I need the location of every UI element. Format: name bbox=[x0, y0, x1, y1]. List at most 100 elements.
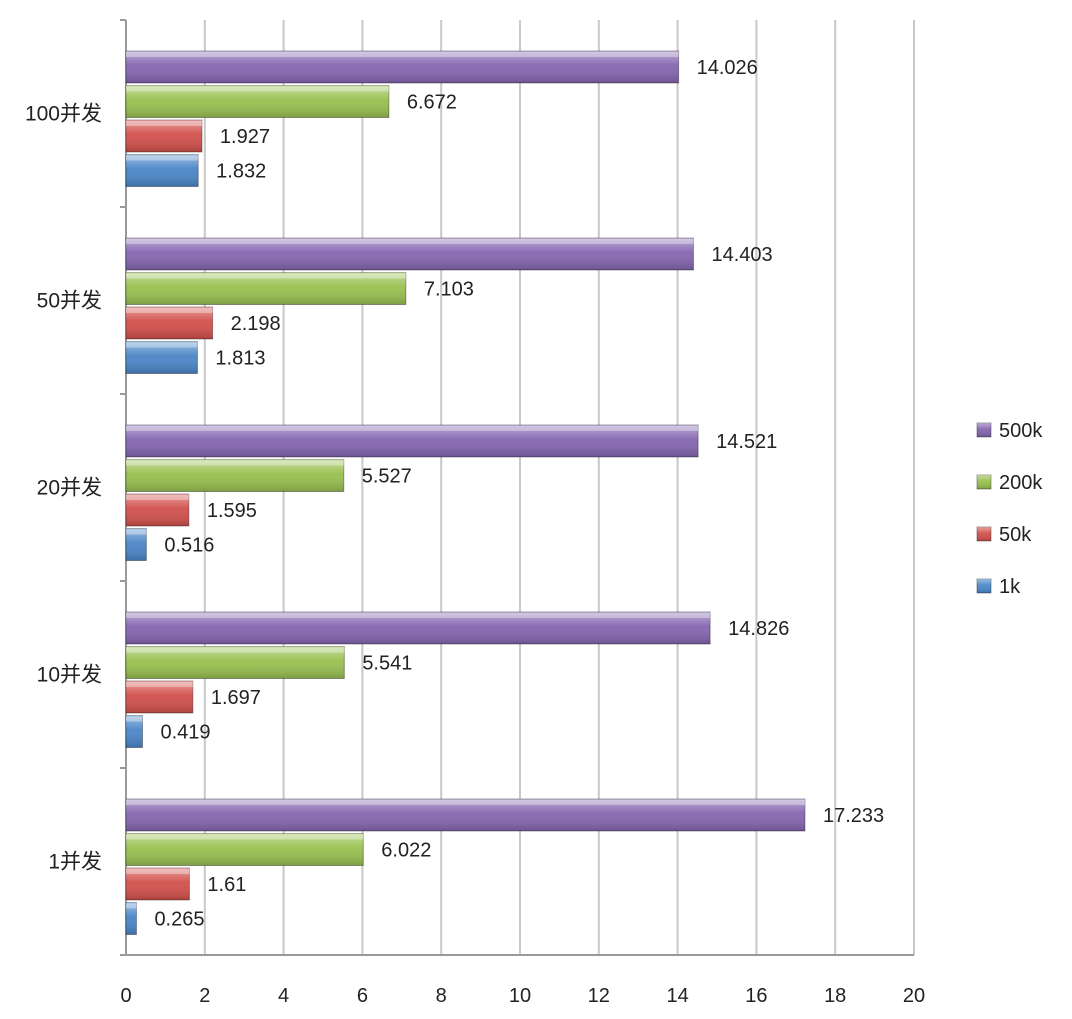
category-label: 20并发 bbox=[37, 477, 102, 500]
legend-item-200k: 200k bbox=[976, 472, 1043, 494]
x-tick-label: 8 bbox=[436, 985, 447, 1007]
x-tick-label: 10 bbox=[509, 985, 531, 1007]
bar-shade bbox=[126, 51, 679, 83]
bar-shade bbox=[126, 494, 189, 526]
data-label: 14.521 bbox=[716, 431, 777, 453]
bar-highlight bbox=[126, 613, 711, 618]
x-tick-label: 14 bbox=[666, 985, 688, 1007]
data-label: 0.516 bbox=[164, 535, 214, 557]
bar-highlight bbox=[126, 460, 344, 466]
bar-500k-0 bbox=[125, 798, 806, 832]
bar-50k-4 bbox=[125, 119, 203, 153]
bar-200k-3 bbox=[125, 272, 407, 305]
bar-shade bbox=[126, 799, 805, 831]
bar-highlight bbox=[126, 121, 202, 126]
bar-highlight bbox=[126, 426, 699, 431]
category-label: 100并发 bbox=[25, 103, 102, 126]
bar-1k-0 bbox=[125, 902, 137, 935]
data-label: 14.826 bbox=[728, 618, 789, 640]
bar-50k-2 bbox=[125, 493, 190, 527]
legend-label: 50k bbox=[999, 524, 1032, 546]
bar-highlight bbox=[126, 834, 364, 840]
bar-shade bbox=[126, 715, 143, 748]
legend-swatch-shade bbox=[977, 423, 991, 437]
x-tick-label: 12 bbox=[588, 985, 610, 1007]
bar-highlight bbox=[126, 342, 198, 348]
gridlines bbox=[203, 20, 915, 955]
bar-shade bbox=[126, 425, 699, 457]
legend-swatch-shade bbox=[977, 579, 991, 593]
bar-shade bbox=[126, 272, 406, 305]
bar-highlight bbox=[126, 239, 694, 244]
data-label: 1.813 bbox=[215, 348, 265, 370]
x-tick-label: 4 bbox=[278, 985, 289, 1007]
bar-500k-1 bbox=[125, 611, 711, 645]
bar-highlight bbox=[126, 308, 213, 313]
bar-shade bbox=[126, 612, 711, 644]
bar-highlight bbox=[126, 903, 137, 909]
bar-50k-1 bbox=[125, 680, 194, 714]
bar-highlight bbox=[126, 495, 189, 500]
bar-highlight bbox=[126, 869, 190, 874]
data-label: 14.403 bbox=[711, 244, 772, 266]
x-tick-label: 18 bbox=[824, 985, 846, 1007]
data-label: 17.233 bbox=[823, 805, 884, 827]
data-label: 2.198 bbox=[231, 313, 281, 335]
bar-highlight bbox=[126, 800, 805, 805]
legend: 500k 200k 50k 1k bbox=[976, 420, 1043, 598]
bar-highlight bbox=[126, 273, 406, 279]
bar-1k-4 bbox=[125, 154, 199, 187]
x-tick-label: 20 bbox=[903, 985, 925, 1007]
data-label: 0.265 bbox=[154, 909, 204, 931]
bar-shade bbox=[126, 459, 344, 492]
bar-200k-1 bbox=[125, 646, 345, 679]
data-label: 1.927 bbox=[220, 126, 270, 148]
bar-highlight bbox=[126, 529, 147, 535]
category-label: 10并发 bbox=[37, 664, 102, 687]
data-label: 1.697 bbox=[211, 687, 261, 709]
category-label: 1并发 bbox=[48, 851, 102, 874]
data-label: 0.419 bbox=[161, 722, 211, 744]
bar-1k-3 bbox=[125, 341, 198, 374]
x-tick-label: 0 bbox=[120, 985, 131, 1007]
bar-500k-3 bbox=[125, 237, 694, 271]
bar-shade bbox=[126, 341, 198, 374]
bar-highlight bbox=[126, 716, 143, 722]
x-tick-label: 2 bbox=[199, 985, 210, 1007]
data-label: 1.595 bbox=[207, 500, 257, 522]
bar-50k-3 bbox=[125, 306, 214, 340]
bars bbox=[125, 50, 806, 935]
legend-label: 500k bbox=[999, 420, 1043, 442]
data-label: 6.672 bbox=[407, 92, 457, 114]
bar-shade bbox=[126, 120, 202, 152]
bar-shade bbox=[126, 902, 137, 935]
bar-200k-2 bbox=[125, 459, 345, 492]
bar-500k-2 bbox=[125, 424, 699, 458]
bar-shade bbox=[126, 307, 213, 339]
bar-shade bbox=[126, 85, 389, 118]
legend-item-500k: 500k bbox=[976, 420, 1043, 442]
bar-shade bbox=[126, 681, 193, 713]
bar-highlight bbox=[126, 682, 193, 687]
x-tick-label: 16 bbox=[745, 985, 767, 1007]
bar-highlight bbox=[126, 86, 389, 92]
x-tick-label: 6 bbox=[357, 985, 368, 1007]
bar-1k-1 bbox=[125, 715, 144, 748]
legend-item-1k: 1k bbox=[976, 576, 1021, 598]
bar-shade bbox=[126, 646, 345, 679]
bar-500k-4 bbox=[125, 50, 680, 84]
legend-label: 200k bbox=[999, 472, 1043, 494]
bar-50k-0 bbox=[125, 867, 190, 901]
data-label: 1.832 bbox=[216, 161, 266, 183]
bar-shade bbox=[126, 868, 190, 900]
data-label: 14.026 bbox=[697, 57, 758, 79]
legend-item-50k: 50k bbox=[976, 524, 1032, 546]
data-label: 6.022 bbox=[381, 840, 431, 862]
data-label: 5.541 bbox=[362, 653, 412, 675]
bar-1k-2 bbox=[125, 528, 147, 561]
data-label: 7.103 bbox=[424, 279, 474, 301]
bar-shade bbox=[126, 528, 147, 561]
